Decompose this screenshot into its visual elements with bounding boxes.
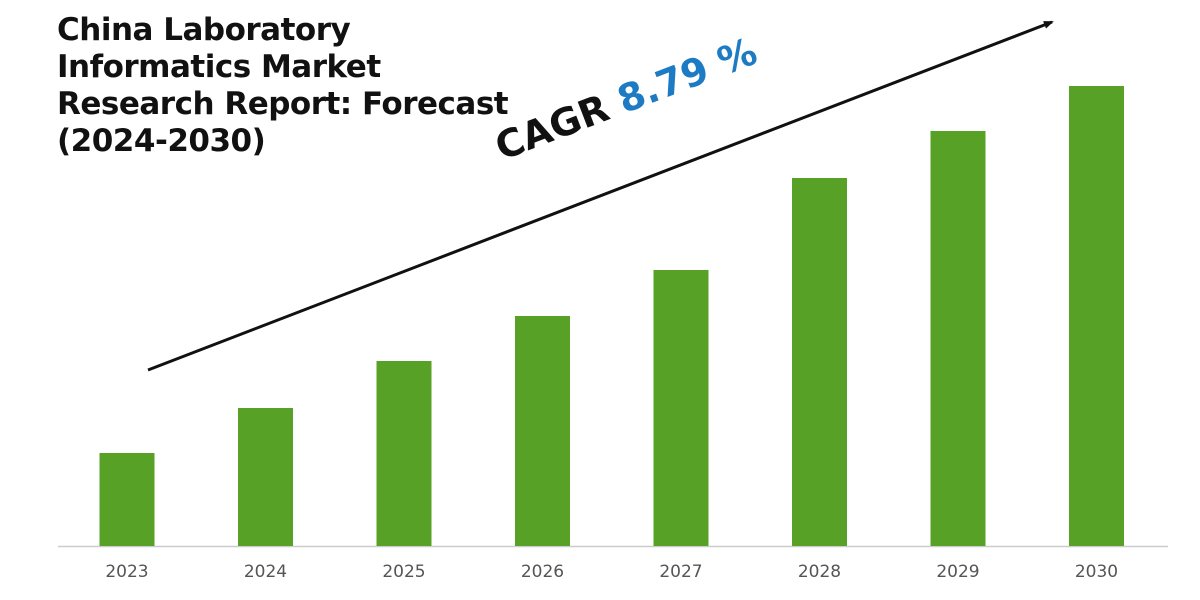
title-line: Informatics Market — [57, 49, 381, 85]
bar-2030 — [1069, 86, 1124, 546]
bar-2029 — [930, 131, 986, 546]
x-tick-label: 2025 — [382, 562, 425, 582]
x-tick-label: 2023 — [105, 562, 148, 582]
bar-2025 — [376, 361, 432, 546]
x-tick-label: 2024 — [244, 562, 287, 582]
bar-2024 — [238, 408, 293, 546]
growth-arrow — [147, 20, 1054, 372]
x-tick-label: 2029 — [936, 562, 979, 582]
bar-2028 — [792, 178, 847, 546]
title-line: (2024-2030) — [57, 123, 266, 159]
bar-2026 — [515, 316, 570, 546]
x-tick-label: 2028 — [798, 562, 841, 582]
chart-title: China Laboratory Informatics Market Rese… — [57, 12, 577, 160]
bar-2023 — [99, 453, 155, 546]
title-line: Research Report: Forecast — [57, 86, 509, 122]
x-tick-label: 2030 — [1075, 562, 1118, 582]
title-line: China Laboratory — [57, 12, 351, 48]
x-tick-label: 2026 — [521, 562, 564, 582]
x-tick-label: 2027 — [659, 562, 702, 582]
bar-2027 — [653, 270, 709, 546]
